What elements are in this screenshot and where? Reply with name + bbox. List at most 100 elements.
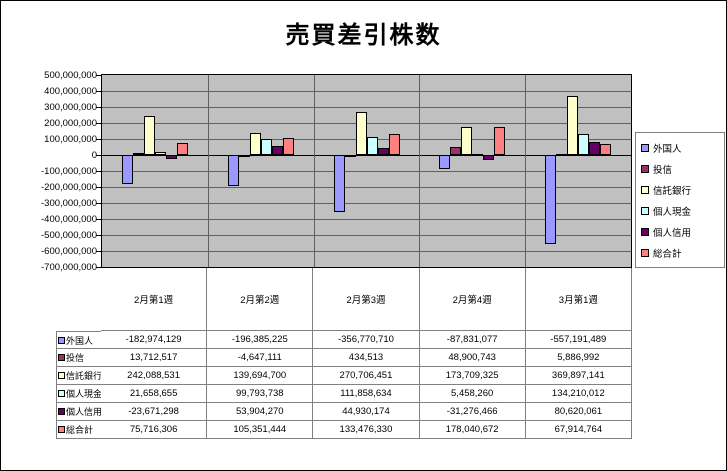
bar-信託銀行-2月第4週[interactable]	[461, 127, 473, 155]
value-cell: 53,904,270	[207, 403, 314, 421]
gridline	[102, 219, 631, 220]
bar-外国人-3月第1週[interactable]	[545, 155, 557, 245]
category-label: 2月第4週	[419, 268, 526, 331]
value-cell: 5,886,992	[525, 349, 632, 367]
data-table: 2月第1週 2月第2週 2月第3週 2月第4週 3月第1週外国人 -182,974,129…	[56, 268, 632, 439]
value-cell: 48,900,743	[419, 349, 526, 367]
table-row-総合計: 総合計 75,716,306 105,351,444 133,476,330 178,0…	[56, 421, 632, 439]
legend-item-信託銀行[interactable]: 信託銀行	[638, 179, 722, 200]
series-swatch-icon	[58, 336, 65, 344]
bar-個人現金-2月第3週[interactable]	[366, 137, 378, 155]
gridline	[102, 91, 631, 92]
series-name: 外国人	[66, 335, 94, 346]
gridline	[102, 203, 631, 204]
y-axis-tick	[96, 235, 101, 236]
legend-label: 個人現金	[653, 206, 692, 218]
value-cell: 369,897,141	[525, 367, 632, 385]
series-name: 個人現金	[66, 389, 101, 399]
y-axis-tick	[96, 139, 101, 140]
legend-item-外国人[interactable]: 外国人	[638, 137, 722, 158]
category-separator	[419, 75, 421, 267]
y-axis-tick	[96, 107, 101, 108]
value-cell: -23,671,298	[101, 403, 208, 421]
value-cell: 242,088,531	[101, 367, 208, 385]
value-cell: 105,351,444	[207, 421, 314, 439]
bar-総合計-2月第4週[interactable]	[494, 126, 506, 155]
bar-投信-2月第1週[interactable]	[132, 152, 144, 155]
bar-投信-2月第4週[interactable]	[450, 147, 462, 155]
zero-gridline	[102, 155, 631, 156]
bar-投信-2月第3週[interactable]	[344, 154, 356, 157]
value-cell: 270,706,451	[313, 367, 420, 385]
bar-投信-2月第2週[interactable]	[238, 155, 250, 157]
bar-個人信用-2月第2週[interactable]	[271, 146, 283, 155]
legend-item-個人信用[interactable]: 個人信用	[638, 221, 722, 242]
legend-swatch-icon	[641, 248, 649, 257]
category-separator	[525, 75, 527, 267]
legend-item-個人現金[interactable]: 個人現金	[638, 200, 722, 221]
y-axis-tick	[96, 251, 101, 252]
bar-外国人-2月第2週[interactable]	[227, 155, 239, 187]
y-axis-label: -400,000,000	[41, 214, 97, 225]
table-header-row: 2月第1週 2月第2週 2月第3週 2月第4週 3月第1週	[56, 268, 632, 331]
value-cell: 21,658,655	[101, 385, 208, 403]
bar-総合計-2月第3週[interactable]	[388, 133, 400, 155]
bar-個人信用-3月第1週[interactable]	[589, 142, 601, 155]
row-label-外国人: 外国人	[56, 331, 101, 349]
gridline	[102, 107, 631, 108]
series-name: 信託銀行	[66, 371, 101, 381]
bar-個人信用-2月第4週[interactable]	[483, 155, 495, 160]
y-axis-label: 200,000,000	[44, 118, 97, 129]
bar-投信-3月第1週[interactable]	[556, 154, 568, 157]
bar-外国人-2月第3週[interactable]	[333, 155, 345, 213]
value-cell: 173,709,325	[419, 367, 526, 385]
value-cell: -31,276,466	[419, 403, 526, 421]
bar-外国人-2月第1週[interactable]	[121, 155, 133, 185]
category-label: 2月第3週	[313, 268, 420, 331]
bar-総合計-3月第1週[interactable]	[600, 144, 612, 155]
bar-信託銀行-2月第1週[interactable]	[143, 116, 155, 155]
value-cell: 80,620,061	[525, 403, 632, 421]
y-axis-tick	[96, 203, 101, 204]
legend-swatch-icon	[641, 206, 649, 215]
bar-個人現金-2月第1週[interactable]	[154, 151, 166, 155]
bar-総合計-2月第1週[interactable]	[176, 142, 188, 155]
bar-信託銀行-3月第1週[interactable]	[567, 95, 579, 155]
bar-信託銀行-2月第2週[interactable]	[249, 132, 261, 155]
bar-個人現金-3月第1週[interactable]	[578, 133, 590, 155]
value-cell: 178,040,672	[419, 421, 526, 439]
legend[interactable]: 外国人 投信 信託銀行個人現金個人信用 総合計	[635, 132, 725, 268]
y-axis-label: -600,000,000	[41, 246, 97, 257]
bar-個人信用-2月第1週[interactable]	[165, 155, 177, 159]
y-axis-label: 100,000,000	[44, 134, 97, 145]
bar-個人現金-2月第2週[interactable]	[260, 139, 272, 155]
series-swatch-icon	[58, 390, 65, 397]
bar-個人信用-2月第3週[interactable]	[377, 147, 389, 155]
plot-area[interactable]	[101, 74, 632, 268]
bar-外国人-2月第4週[interactable]	[439, 155, 451, 170]
row-label-個人信用: 個人信用	[56, 403, 101, 421]
legend-item-投信[interactable]: 投信	[638, 158, 722, 179]
category-separator	[207, 75, 209, 267]
gridline	[102, 251, 631, 252]
value-cell: 111,858,634	[313, 385, 420, 403]
value-cell: -356,770,710	[313, 331, 420, 349]
value-cell: -182,974,129	[101, 331, 208, 349]
legend-item-総合計[interactable]: 総合計	[638, 242, 722, 263]
value-cell: 13,712,517	[101, 349, 208, 367]
bar-信託銀行-2月第3週[interactable]	[355, 111, 367, 155]
y-axis-tick	[96, 171, 101, 172]
y-axis-label: 500,000,000	[44, 70, 97, 81]
y-axis-tick	[96, 91, 101, 92]
value-cell: 99,793,738	[207, 385, 314, 403]
bar-総合計-2月第2週[interactable]	[282, 138, 294, 155]
bar-個人現金-2月第4週[interactable]	[472, 154, 484, 157]
category-separator	[313, 75, 315, 267]
chart-title: 売買差引株数	[285, 22, 442, 49]
value-cell: 67,914,764	[525, 421, 632, 439]
series-swatch-icon	[58, 354, 65, 361]
category-label: 2月第2週	[207, 268, 314, 331]
gridline	[102, 123, 631, 124]
y-axis-tick	[96, 123, 101, 124]
